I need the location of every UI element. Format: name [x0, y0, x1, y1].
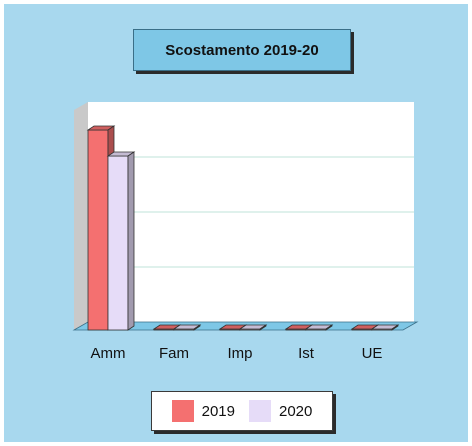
bars — [86, 125, 400, 331]
legend: 2019 2020 — [151, 391, 333, 431]
bar-2020-Fam — [172, 324, 202, 331]
bar-2020-Ist — [304, 324, 334, 331]
x-tick-label-Amm: Amm — [91, 345, 126, 362]
legend-label-2019: 2019 — [201, 402, 235, 420]
bar-2020-Imp — [238, 324, 268, 331]
bar-2020-Amm — [106, 151, 136, 331]
legend-item-2020: 2020 — [249, 400, 312, 422]
grid-lines — [88, 156, 414, 268]
legend-swatch-2020 — [249, 400, 271, 422]
plot-side-wall — [74, 102, 88, 330]
x-tick-label-Fam: Fam — [159, 345, 189, 362]
x-tick-label-Imp: Imp — [227, 345, 252, 362]
x-tick-label-UE: UE — [362, 345, 383, 362]
x-tick-labels: Amm Fam Imp Ist UE — [91, 345, 383, 362]
chart-title: Scostamento 2019-20 — [133, 29, 351, 71]
legend-item-2019: 2019 — [171, 400, 235, 422]
legend-swatch-2019 — [171, 400, 194, 422]
bar-2020-UE — [370, 324, 400, 331]
legend-label-2020: 2020 — [279, 402, 313, 420]
x-tick-label-Ist: Ist — [298, 345, 315, 362]
